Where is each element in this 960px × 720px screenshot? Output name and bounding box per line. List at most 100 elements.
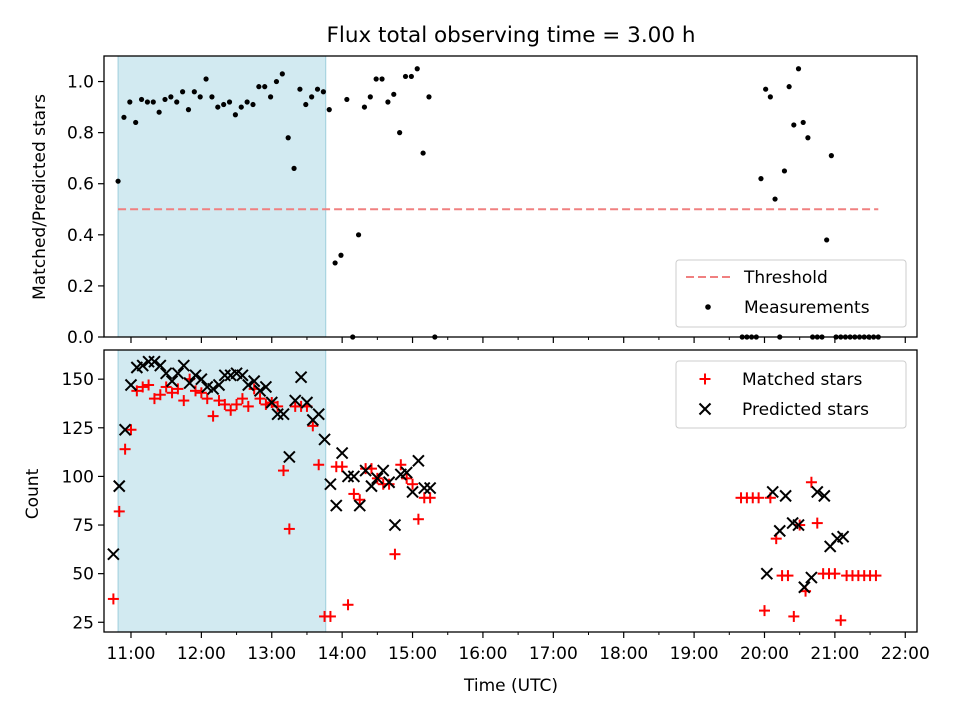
count-xtick-label: 22:00	[881, 644, 930, 664]
measurement-point	[180, 89, 186, 95]
matched-star-point	[178, 395, 190, 407]
predicted-star-point-b	[201, 380, 214, 394]
matched-star-point	[272, 400, 284, 412]
measurement-point	[209, 94, 215, 100]
predicted-star-point-b	[136, 359, 149, 372]
measurement-point	[355, 232, 362, 238]
predicted-star-point-b	[400, 466, 413, 479]
measurement-point	[285, 135, 291, 141]
matched-star-point	[137, 381, 149, 393]
predicted-star-point-b	[218, 369, 232, 382]
predicted-star-point-b	[159, 367, 173, 380]
predicted-star-point	[283, 450, 296, 464]
measurement-point	[326, 107, 332, 113]
predicted-star-point-b	[335, 446, 349, 460]
predicted-star-point-b	[253, 384, 267, 398]
measurement-point	[402, 73, 409, 80]
matched-star-point	[389, 548, 401, 560]
measurement-point	[781, 168, 788, 174]
count-xtick-label: 16:00	[458, 644, 507, 664]
predicted-star-point-b	[406, 485, 419, 499]
predicted-star-point-b	[388, 518, 402, 532]
measurement-point	[303, 101, 309, 108]
predicted-star-point	[335, 446, 349, 460]
predicted-star-point	[318, 433, 331, 446]
predicted-star-point	[353, 499, 366, 512]
matched-star-point	[190, 385, 202, 397]
measurement-point	[203, 76, 209, 82]
predicted-star-point-b	[277, 407, 290, 421]
predicted-star-point-b	[377, 464, 390, 477]
measurement-point	[332, 260, 338, 266]
predicted-star-point	[177, 359, 190, 372]
matched-star-point	[758, 605, 770, 617]
matched-star-point	[213, 395, 225, 407]
predicted-star-point	[212, 378, 226, 392]
count-plot-xlabel: Time (UTC)	[463, 676, 558, 696]
count-xtick-label: 15:00	[388, 644, 437, 664]
matched-star-point	[277, 465, 289, 477]
predicted-star-point-b	[124, 378, 138, 392]
predicted-star-point	[312, 407, 325, 421]
count-plot-ylabel: Count	[23, 468, 43, 519]
predicted-star-point	[107, 547, 120, 561]
matched-star-point	[236, 393, 248, 405]
count-ytick-label: 25	[72, 613, 94, 633]
count-xtick-label: 13:00	[247, 644, 296, 664]
predicted-star-point	[330, 499, 343, 512]
measurement-point	[791, 122, 797, 128]
predicted-star-point	[324, 477, 337, 491]
measurement-point	[156, 109, 162, 115]
measurement-point	[291, 165, 297, 171]
count-xtick-label: 14:00	[318, 644, 367, 664]
matched-star-point	[348, 488, 360, 500]
measurement-point	[824, 237, 830, 243]
matched-star-point	[166, 387, 178, 399]
matched-star-point	[870, 570, 882, 582]
predicted-star-point-b	[189, 369, 202, 382]
matched-star-point	[119, 443, 131, 455]
ratio-ytick-label: 1.0	[67, 73, 94, 93]
legend-measurements-swatch	[705, 304, 711, 310]
count-xtick-label: 19:00	[670, 644, 719, 664]
predicted-star-point	[247, 374, 261, 388]
legend-matched-label: Matched stars	[742, 370, 862, 390]
predicted-star-point-b	[805, 571, 818, 584]
measurement-point	[238, 104, 244, 110]
measurement-point	[772, 196, 778, 202]
measurement-point	[185, 107, 192, 113]
matched-star-point	[160, 381, 172, 393]
matched-star-point	[131, 385, 143, 397]
predicted-star-point	[277, 407, 290, 421]
predicted-star-point	[388, 518, 402, 532]
predicted-star-point	[836, 530, 850, 543]
predicted-star-point-b	[107, 547, 120, 561]
ratio-ytick-label: 0.6	[67, 175, 94, 195]
count-plot: 25 50 75 100 125 150 11:00 12:00 13:00 14:00 15:00…	[23, 349, 930, 696]
count-ytick-label: 50	[72, 565, 94, 585]
matched-star-point	[154, 389, 166, 401]
measurement-point	[174, 99, 180, 105]
predicted-star-point	[148, 355, 161, 368]
predicted-star-point	[259, 380, 273, 394]
predicted-star-point-b	[183, 376, 196, 390]
predicted-star-point-b	[423, 481, 437, 495]
measurement-point	[262, 84, 268, 90]
predicted-star-point	[165, 374, 179, 388]
predicted-star-point-b	[773, 524, 786, 538]
matched-star-point	[753, 492, 765, 504]
predicted-star-point	[805, 571, 818, 584]
predicted-star-point-b	[836, 530, 850, 543]
predicted-star-point-b	[353, 499, 366, 512]
predicted-star-point	[779, 489, 792, 503]
predicted-star-point	[766, 485, 779, 499]
predicted-star-point	[418, 481, 431, 495]
measurement-point	[338, 252, 344, 258]
measurement-point	[256, 84, 262, 90]
count-xtick-label: 18:00	[599, 644, 648, 664]
predicted-star-point	[113, 479, 126, 493]
ratio-plot: 0.0 0.2 0.4 0.6 0.8 1.0 Matched/Predicted sta…	[30, 55, 918, 348]
measurement-point	[805, 135, 811, 141]
legend-threshold-label: Threshold	[743, 268, 828, 288]
legend-matched-marker	[699, 373, 711, 385]
